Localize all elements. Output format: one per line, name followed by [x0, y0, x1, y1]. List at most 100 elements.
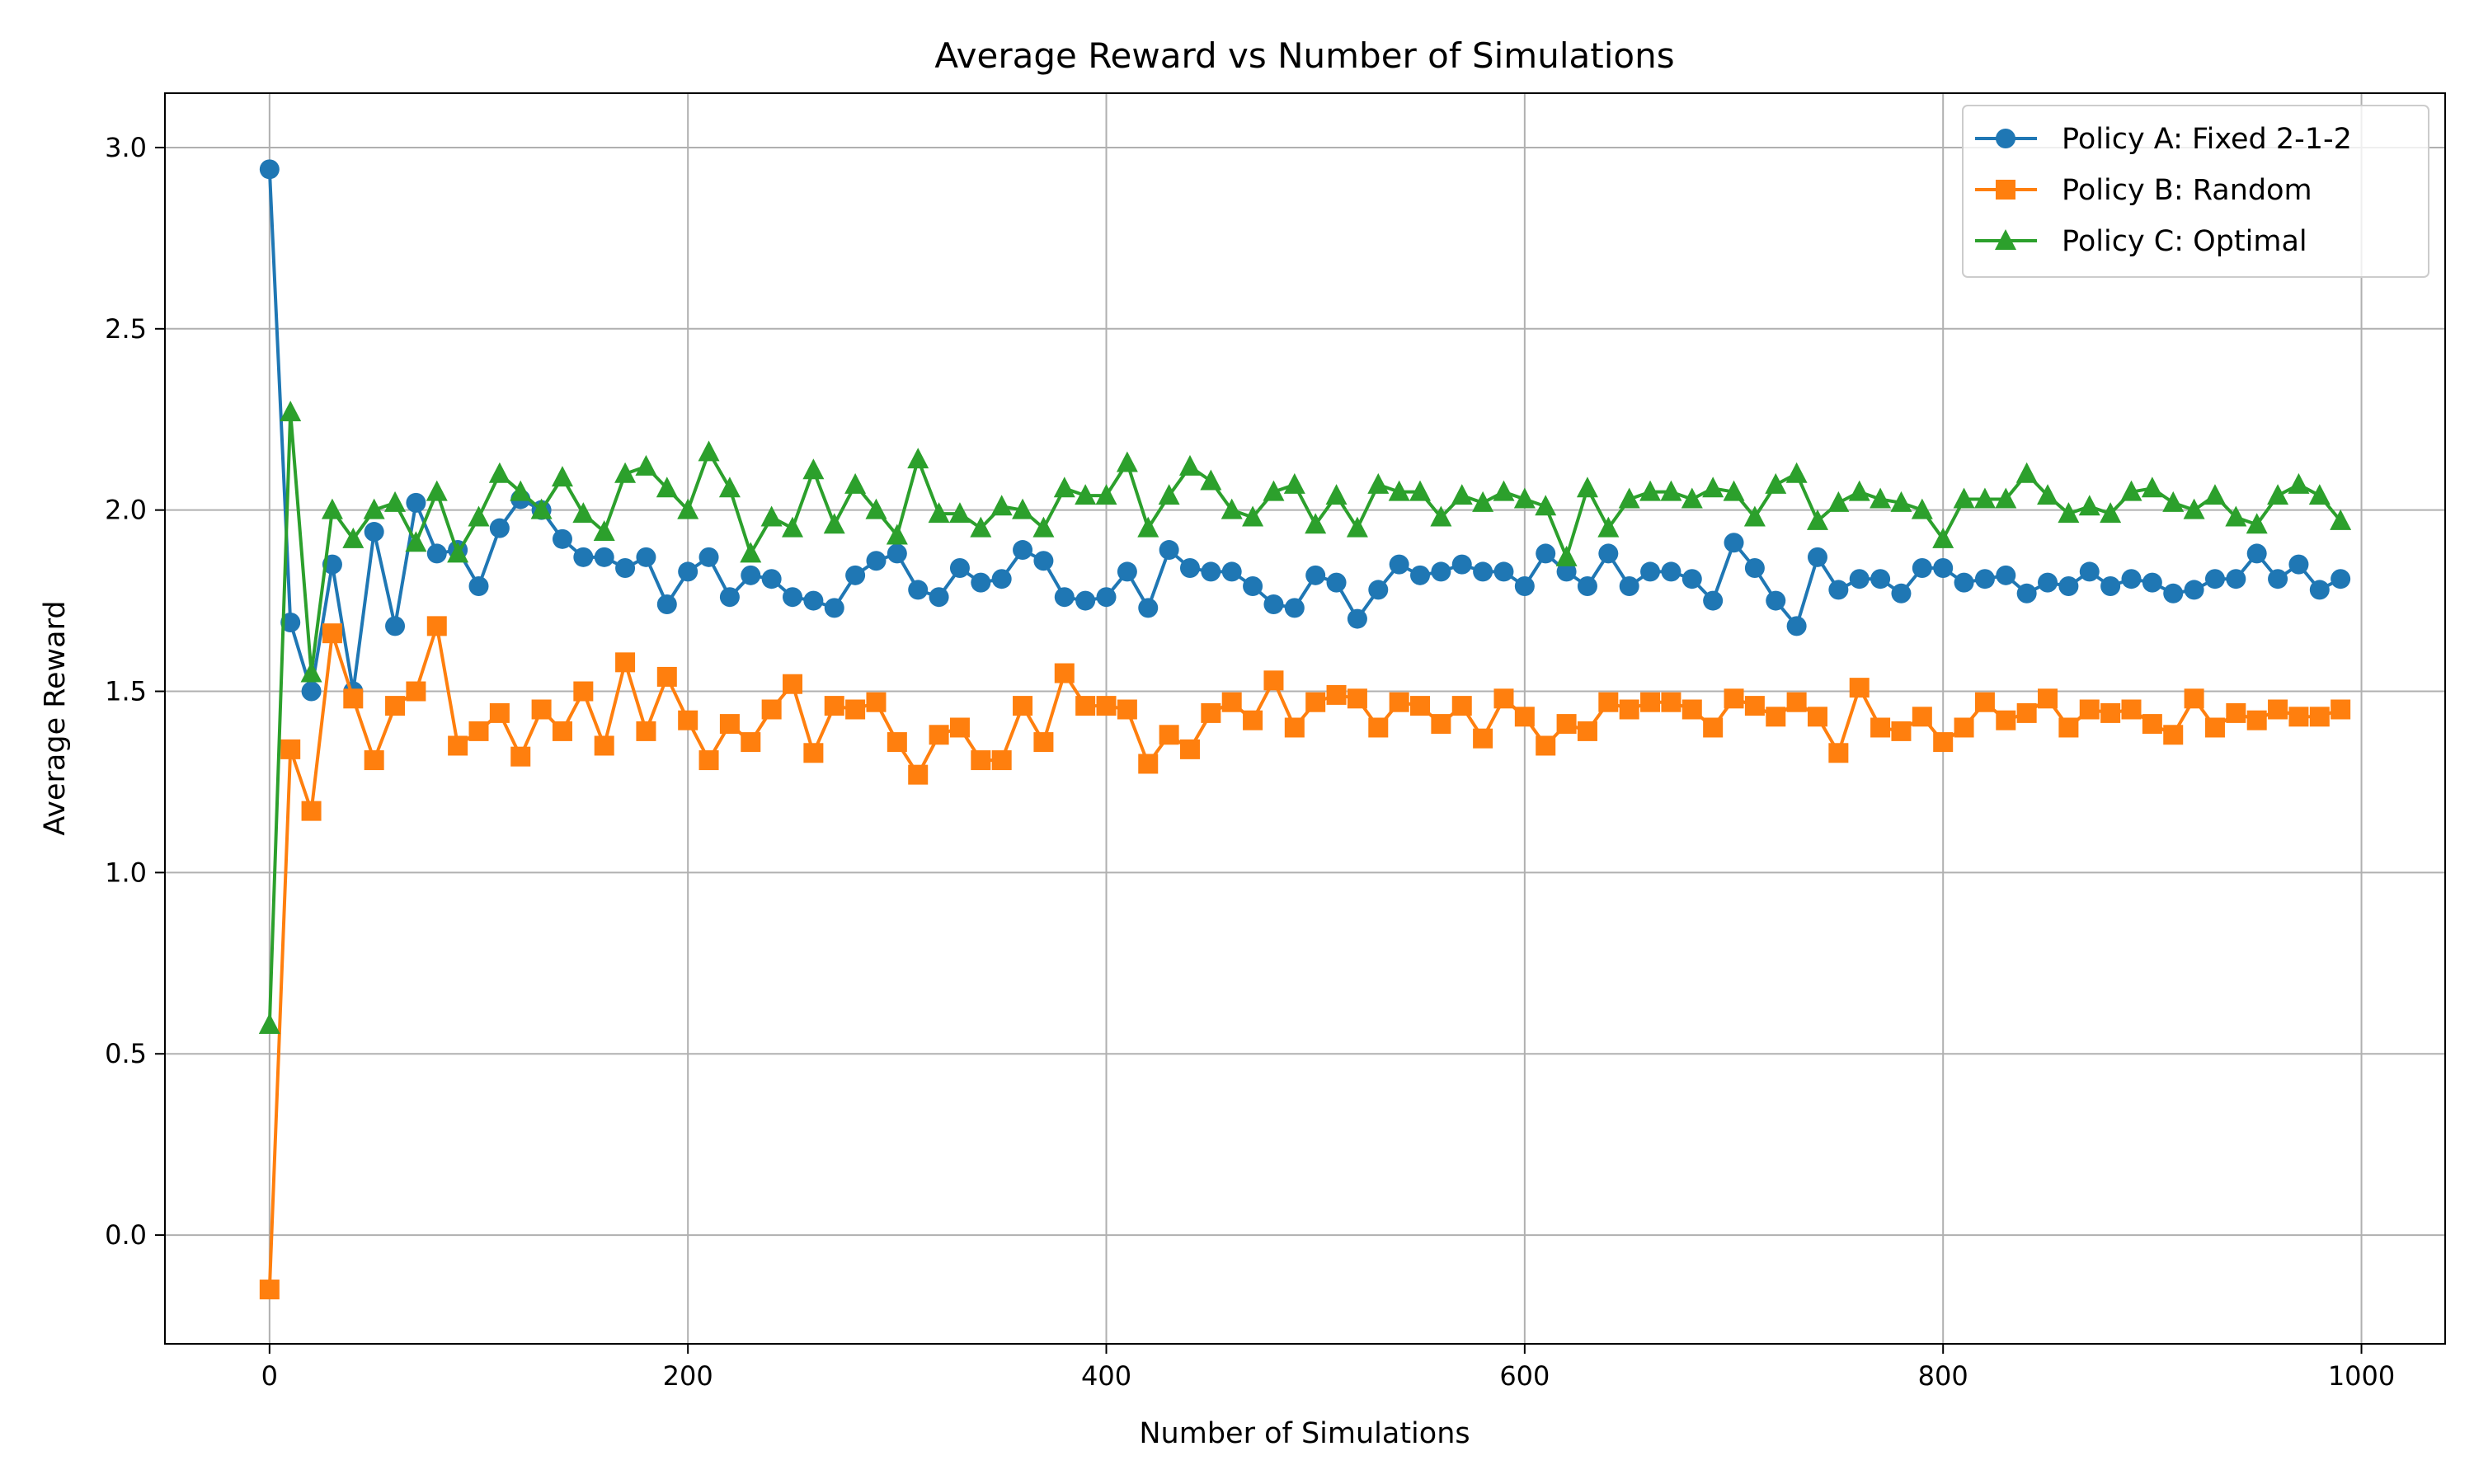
- data-point: [2267, 484, 2289, 505]
- data-point: [783, 587, 803, 608]
- data-point: [2141, 477, 2163, 498]
- data-point: [761, 699, 782, 720]
- data-point: [1138, 598, 1159, 618]
- data-point: [1974, 569, 1995, 589]
- data-point: [2204, 717, 2225, 738]
- data-point: [1178, 454, 1201, 476]
- data-point: [844, 472, 867, 494]
- data-point: [280, 400, 302, 421]
- data-point: [636, 547, 656, 567]
- data-point: [866, 692, 887, 712]
- data-point: [1117, 561, 1137, 582]
- data-point: [2226, 569, 2246, 589]
- data-point: [1556, 561, 1577, 582]
- data-point: [1284, 598, 1305, 618]
- data-point: [824, 696, 844, 716]
- data-point: [1849, 569, 1870, 589]
- data-point: [1117, 699, 1137, 720]
- y-tick-label: 2.0: [105, 495, 147, 526]
- data-point: [2078, 495, 2100, 516]
- data-point: [1095, 484, 1117, 505]
- legend-entry: Policy A: Fixed 2-1-2: [1975, 123, 2352, 156]
- data-point: [2142, 572, 2162, 593]
- data-point: [1828, 743, 1849, 763]
- data-point: [865, 498, 887, 519]
- data-point: [990, 495, 1013, 516]
- data-point: [1870, 569, 1891, 589]
- data-point: [406, 681, 426, 702]
- data-point: [1410, 696, 1431, 716]
- data-point: [1932, 527, 1954, 548]
- data-point: [2246, 710, 2267, 730]
- data-point: [2183, 498, 2205, 519]
- data-point: [468, 576, 489, 597]
- data-point: [678, 561, 698, 582]
- series-layer: [258, 159, 2352, 1300]
- data-point: [2079, 561, 2100, 582]
- data-point: [1723, 480, 1745, 501]
- data-point: [1996, 710, 2016, 730]
- data-point: [1661, 561, 1681, 582]
- data-point: [1912, 707, 1932, 727]
- data-point: [301, 681, 322, 702]
- series-2: [259, 616, 2351, 1300]
- data-point: [1263, 670, 1284, 691]
- data-point: [531, 699, 552, 720]
- data-point: [1054, 663, 1075, 683]
- data-point: [1347, 608, 1367, 629]
- data-point: [1576, 477, 1598, 498]
- data-point: [1284, 717, 1305, 738]
- data-point: [1785, 462, 1808, 483]
- legend-box: [1962, 105, 2429, 278]
- legend-marker: [1996, 180, 2015, 200]
- data-point: [719, 587, 740, 608]
- x-ticks: 0 200 400 600 800 1000: [261, 1344, 2395, 1392]
- data-point: [2016, 702, 2037, 723]
- data-point: [1744, 558, 1765, 579]
- data-point: [1954, 717, 1974, 738]
- data-point: [1263, 594, 1284, 614]
- data-point: [1137, 516, 1159, 538]
- data-point: [802, 458, 825, 480]
- data-point: [1305, 692, 1326, 712]
- data-point: [740, 542, 762, 563]
- data-point: [887, 732, 907, 753]
- data-point: [1179, 558, 1200, 579]
- data-point: [1389, 554, 1409, 575]
- data-point: [1221, 561, 1242, 582]
- data-point: [2100, 702, 2121, 723]
- data-point: [1743, 505, 1766, 527]
- series-3: [258, 400, 2352, 1035]
- data-point: [1890, 491, 1912, 512]
- data-point: [1033, 551, 1054, 571]
- data-point: [1660, 480, 1682, 501]
- data-point: [1096, 587, 1117, 608]
- data-point: [1598, 692, 1619, 712]
- data-point: [2162, 491, 2185, 512]
- data-point: [1431, 714, 1451, 735]
- data-point: [2121, 699, 2142, 720]
- data-point: [385, 616, 406, 636]
- data-point: [1619, 699, 1639, 720]
- data-point: [656, 594, 677, 614]
- data-point: [1555, 545, 1578, 566]
- data-point: [1681, 569, 1702, 589]
- data-point: [614, 462, 637, 483]
- data-point: [677, 498, 699, 519]
- legend-marker: [1995, 229, 2016, 250]
- data-point: [510, 746, 531, 767]
- data-point: [1013, 540, 1033, 561]
- data-point: [1075, 696, 1096, 716]
- data-point: [1493, 688, 1514, 709]
- data-point: [1096, 696, 1117, 716]
- data-point: [2308, 484, 2331, 505]
- data-point: [887, 543, 907, 564]
- data-point: [2330, 509, 2352, 530]
- data-point: [280, 739, 301, 759]
- data-point: [551, 466, 573, 487]
- y-axis-label: Average Reward: [39, 600, 72, 835]
- data-point: [2225, 505, 2247, 527]
- data-point: [2204, 484, 2226, 505]
- data-point: [384, 491, 407, 512]
- data-point: [1451, 554, 1472, 575]
